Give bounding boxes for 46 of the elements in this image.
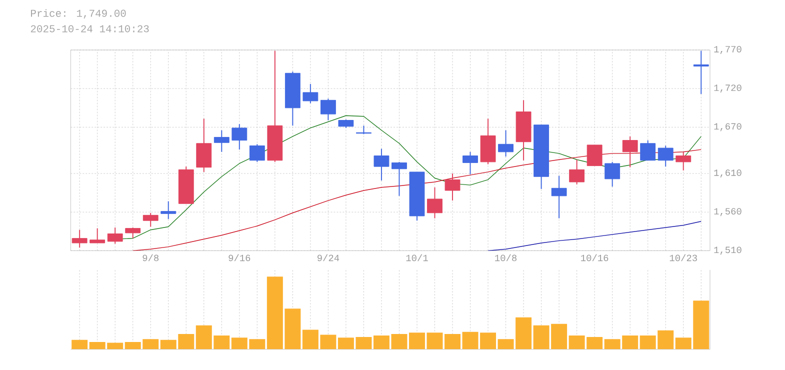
x-tick-label: 9/16	[228, 254, 250, 262]
chart-title: Price: 1,749.00	[31, 9, 126, 19]
candlestick	[498, 130, 514, 158]
candlestick	[604, 161, 620, 188]
candlestick	[444, 173, 460, 202]
x-tick-label: 9/8	[142, 254, 159, 262]
candlestick	[462, 151, 478, 175]
candlestick	[622, 136, 638, 168]
candlestick	[160, 200, 176, 220]
x-tick-label: 9/24	[317, 254, 340, 262]
candlestick	[427, 186, 442, 219]
candlestick	[551, 175, 567, 219]
candlestick	[232, 124, 248, 150]
y-tick-label: 1,770	[714, 46, 742, 54]
bar	[444, 334, 460, 350]
candlestick	[196, 118, 212, 172]
candlestick	[569, 159, 585, 185]
candlestick	[125, 227, 141, 239]
x-tick-label: 10/16	[581, 254, 608, 262]
candlestick	[249, 144, 265, 162]
candlestick	[142, 212, 158, 228]
candlestick	[214, 130, 230, 152]
y-tick-label: 1,720	[714, 84, 742, 93]
candlestick	[640, 140, 656, 161]
candlestick	[676, 151, 692, 171]
y-tick-label: 1,510	[714, 246, 742, 255]
x-tick-label: 10/8	[495, 254, 517, 262]
candlestick	[72, 229, 88, 248]
x-tick-label: 10/1	[406, 254, 428, 262]
bar	[426, 332, 443, 350]
candlestick	[586, 144, 602, 166]
candlestick	[693, 50, 709, 94]
candlestick	[658, 145, 674, 168]
candlestick	[90, 228, 106, 244]
bar	[409, 332, 425, 350]
candlestick	[302, 83, 318, 104]
candlestick	[392, 161, 407, 196]
y-tick-label: 1,670	[714, 123, 742, 132]
chart-subtitle: 2025-10-24 14:10:23	[30, 25, 149, 32]
candlestick	[107, 227, 123, 244]
candlestick	[320, 98, 336, 121]
candlestick	[374, 148, 390, 181]
y-tick-label: 1,560	[714, 208, 742, 216]
y-tick-label: 1,610	[714, 170, 742, 178]
x-tick-label: 10/23	[670, 254, 697, 262]
bar	[72, 340, 88, 350]
